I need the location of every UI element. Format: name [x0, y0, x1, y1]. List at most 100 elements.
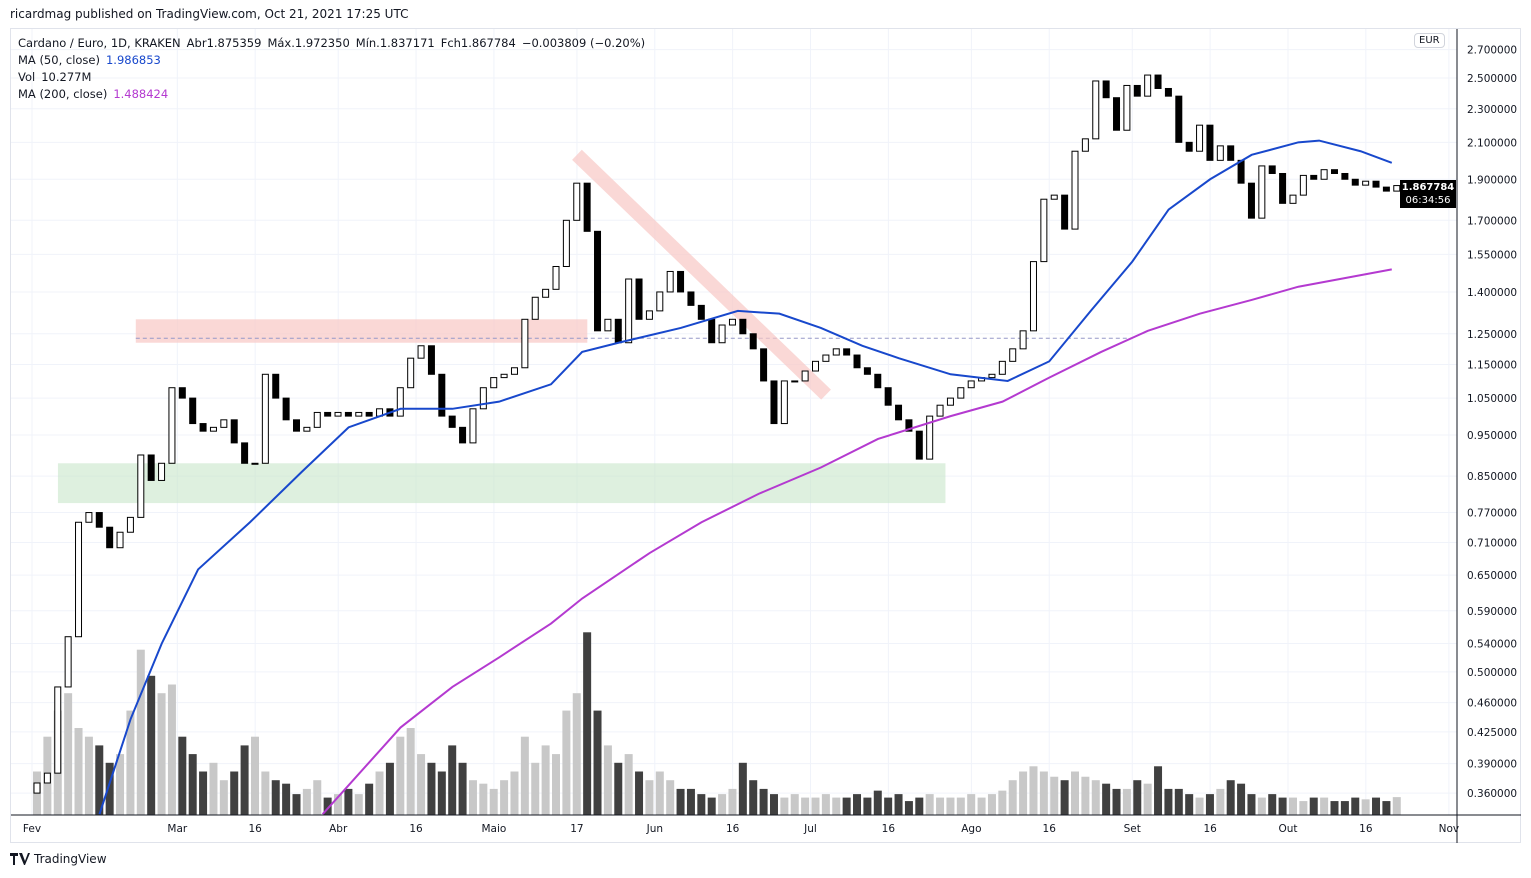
volume-bar — [199, 771, 208, 815]
candle — [1009, 348, 1017, 362]
volume-bar — [188, 754, 197, 815]
volume-bar — [811, 797, 820, 815]
volume-bar — [323, 797, 332, 815]
price-tick-label: 0.460000 — [1467, 698, 1517, 710]
candle — [801, 370, 809, 382]
candle — [1279, 172, 1287, 204]
price-tick-label: 1.150000 — [1467, 360, 1517, 372]
candle — [645, 310, 653, 320]
volume-bar — [1102, 783, 1111, 815]
candle — [915, 430, 923, 460]
candle — [1061, 194, 1069, 230]
candle — [1113, 97, 1121, 131]
price-tick-label: 2.500000 — [1467, 73, 1517, 85]
candle — [334, 411, 342, 417]
candle — [635, 278, 643, 320]
chart-legend: Cardano / Euro, 1D, KRAKEN Abr1.875359 Máx… — [18, 35, 651, 103]
price-tick-label: 0.710000 — [1467, 537, 1517, 549]
candle — [542, 288, 550, 298]
volume-bar — [1195, 797, 1204, 815]
candle — [791, 380, 799, 383]
price-tick-label: 0.540000 — [1467, 638, 1517, 650]
time-tick-label: Abr — [329, 823, 348, 835]
volume-bar — [1071, 771, 1079, 815]
price-tick-label: 0.950000 — [1467, 430, 1517, 442]
volume-bar — [915, 797, 924, 815]
tradingview-logo[interactable]: TradingView — [10, 852, 107, 866]
volume-bar — [1382, 801, 1391, 815]
candle — [728, 318, 736, 326]
candle — [1258, 165, 1266, 219]
symbol-label[interactable]: Cardano / Euro, 1D, KRAKEN — [18, 36, 181, 50]
volume-bar — [334, 794, 343, 815]
time-tick-label: Ago — [961, 823, 981, 835]
volume-bar — [1237, 783, 1246, 815]
support-zone — [57, 463, 946, 504]
time-tick-label: Maio — [481, 823, 506, 835]
candle — [687, 291, 695, 306]
price-tick-label: 0.425000 — [1467, 727, 1517, 739]
candle — [1216, 145, 1224, 161]
candle — [230, 419, 238, 444]
volume-bar — [1133, 780, 1142, 815]
volume-bar — [1164, 788, 1173, 815]
volume-bar — [635, 771, 644, 815]
volume-bar — [375, 771, 384, 815]
candle — [1040, 198, 1048, 263]
volume-bar — [1019, 771, 1028, 815]
ma50-label[interactable]: MA (50, close) — [18, 53, 100, 67]
time-tick-label: Set — [1124, 823, 1141, 835]
volume-bar — [645, 780, 654, 815]
currency-button[interactable]: EUR — [1414, 33, 1445, 48]
candle — [1102, 80, 1110, 99]
price-tick-label: 2.100000 — [1467, 137, 1517, 149]
candle — [293, 419, 300, 432]
volume-bar — [385, 762, 394, 815]
candle — [220, 419, 228, 428]
volume-bar — [1226, 780, 1235, 815]
volume-bar — [1247, 794, 1256, 815]
candle — [1310, 174, 1318, 180]
publisher-line: ricardmag published on TradingView.com, … — [10, 7, 409, 21]
volume-bar — [904, 801, 913, 815]
candle — [562, 219, 570, 267]
candle — [469, 408, 477, 444]
volume-bar — [147, 675, 156, 815]
volume-bar — [1216, 788, 1225, 815]
tradingview-logo-icon — [10, 853, 30, 865]
volume-bar — [977, 797, 986, 815]
candle — [521, 318, 529, 369]
candle — [1154, 74, 1162, 89]
open-value: Abr1.875359 — [186, 36, 262, 50]
candle — [438, 373, 446, 417]
price-tick-label: 1.250000 — [1467, 329, 1517, 341]
candle — [75, 521, 83, 638]
volume-bar — [925, 794, 934, 815]
brand-text: TradingView — [34, 852, 107, 866]
volume-bar — [541, 745, 550, 815]
candle — [1372, 180, 1380, 188]
volume-bar — [1205, 794, 1214, 815]
candle — [459, 426, 467, 444]
candle — [355, 411, 363, 417]
volume-bar — [230, 771, 239, 815]
candle — [884, 387, 892, 406]
candle — [1351, 178, 1359, 186]
volume-bar — [448, 745, 457, 815]
candle — [490, 377, 498, 389]
candle — [313, 411, 321, 428]
volume-bar — [1154, 766, 1163, 815]
volume-bar — [936, 797, 945, 815]
resistance-zone — [135, 319, 588, 343]
candle — [531, 296, 539, 320]
last-price: 1.867784 — [1401, 182, 1455, 193]
ma200-label[interactable]: MA (200, close) — [18, 87, 108, 101]
vol-label[interactable]: Vol — [18, 70, 36, 84]
price-tick-label: 1.400000 — [1467, 287, 1517, 299]
volume-bar — [614, 762, 623, 815]
candle — [926, 415, 934, 460]
ma200-line — [321, 268, 1392, 815]
volume-bar — [417, 754, 426, 815]
volume-bar — [1361, 799, 1370, 815]
